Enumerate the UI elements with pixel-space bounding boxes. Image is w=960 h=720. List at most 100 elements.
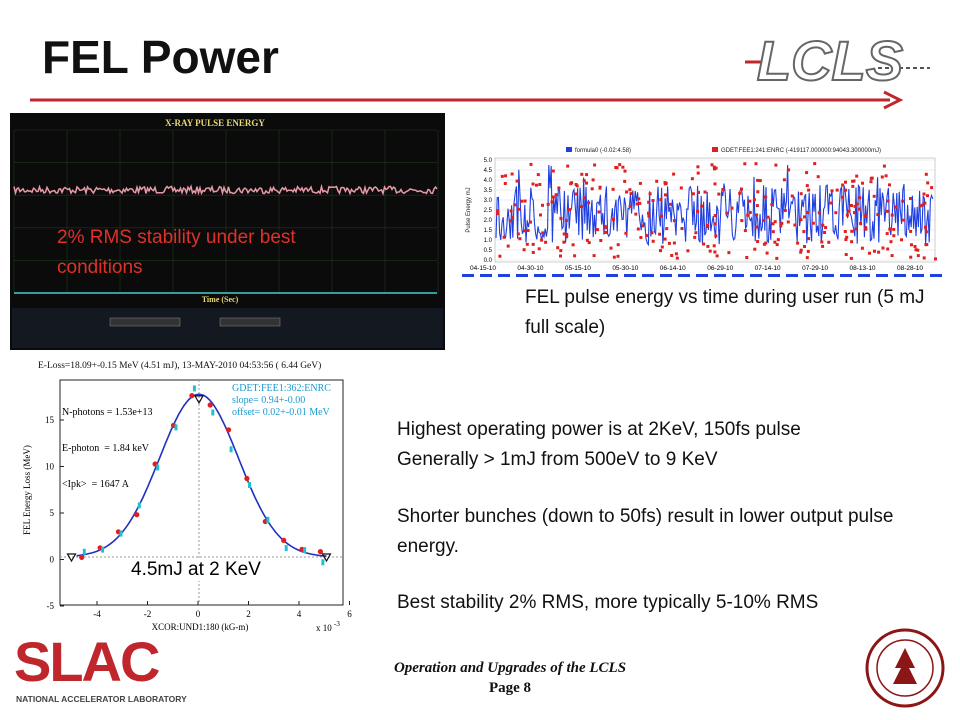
ts-red-point xyxy=(523,199,527,203)
ts-red-point xyxy=(779,224,783,228)
ts-y-tick-label: 5.0 xyxy=(484,158,493,164)
ts-red-point xyxy=(830,189,834,193)
ts-red-point xyxy=(849,256,853,260)
ts-red-point xyxy=(924,172,928,176)
scan-point xyxy=(281,537,287,544)
ts-red-point xyxy=(850,229,854,233)
ts-y-label: Pulse Energy mJ xyxy=(466,187,472,232)
ts-red-point xyxy=(623,179,627,183)
ts-red-point xyxy=(616,243,620,247)
ts-red-point xyxy=(498,254,502,258)
scan-point-alt xyxy=(119,530,123,537)
ts-red-point xyxy=(748,199,752,203)
footer-line: Operation and Upgrades of the LCLS xyxy=(393,660,627,676)
ts-blue-strip xyxy=(660,274,672,277)
ts-red-point xyxy=(860,246,864,250)
ts-red-point xyxy=(886,199,890,203)
ts-red-point xyxy=(520,199,524,203)
ts-red-point xyxy=(693,235,697,239)
ts-red-point xyxy=(923,201,927,205)
ts-red-point xyxy=(771,230,775,234)
ts-red-point xyxy=(609,246,613,250)
ts-blue-strip xyxy=(498,274,510,277)
ts-red-point xyxy=(902,218,906,222)
ts-blue-strip xyxy=(804,274,816,277)
ts-red-point xyxy=(811,221,815,225)
scan-point xyxy=(134,512,140,518)
ts-red-point xyxy=(667,241,671,245)
scope-trace xyxy=(13,183,438,196)
ts-red-point xyxy=(892,227,896,231)
ts-red-point xyxy=(740,219,744,223)
ts-red-point xyxy=(714,166,718,170)
ts-red-point xyxy=(916,248,920,252)
ts-blue-strip xyxy=(678,274,690,277)
ts-red-point xyxy=(748,211,752,214)
ts-red-point xyxy=(571,243,575,247)
ts-red-point xyxy=(616,254,620,258)
ts-red-point xyxy=(877,250,881,254)
ts-red-point xyxy=(529,220,532,224)
ts-red-point xyxy=(579,205,583,209)
body-group: Highest operating power is at 2KeV, 150f… xyxy=(397,415,917,475)
scan-point-alt xyxy=(248,482,251,488)
ts-blue-strip xyxy=(840,274,852,277)
ts-red-point xyxy=(764,195,768,199)
ts-red-point xyxy=(894,205,898,209)
ts-red-point xyxy=(821,244,825,248)
ts-red-point xyxy=(670,254,674,257)
ts-red-point xyxy=(636,227,640,231)
ts-red-point xyxy=(713,214,717,218)
ts-blue-strip xyxy=(534,274,546,277)
ts-blue-strip xyxy=(876,274,888,277)
ts-red-point xyxy=(805,256,809,260)
ts-red-point xyxy=(580,172,584,176)
ts-red-point xyxy=(557,186,561,190)
scan-point-alt xyxy=(321,559,325,566)
ts-red-point xyxy=(621,165,625,169)
scan-point-alt xyxy=(174,424,178,431)
ts-red-point xyxy=(841,195,844,199)
ts-red-point xyxy=(886,247,890,251)
ts-red-point xyxy=(624,231,628,235)
ts-red-point xyxy=(541,231,545,235)
ts-caption: FEL pulse energy vs time during user run… xyxy=(525,287,925,338)
ts-red-point xyxy=(556,246,560,250)
ts-red-point xyxy=(924,230,928,234)
ts-red-point xyxy=(717,192,721,196)
ts-red-point xyxy=(690,177,694,181)
scope-grid xyxy=(13,129,439,294)
ts-red-point xyxy=(637,197,641,201)
ts-red-point xyxy=(844,180,847,184)
ts-red-point xyxy=(730,206,734,210)
ts-red-point xyxy=(668,202,672,206)
ts-red-point xyxy=(813,162,817,166)
scan-y-tick-label: 10 xyxy=(45,462,55,472)
ts-red-point xyxy=(755,204,759,208)
ts-red-point xyxy=(597,210,601,214)
ts-x-tick-label: 07-14-10 xyxy=(755,265,781,272)
ts-red-point xyxy=(844,188,848,192)
ts-y-tick-label: 4.0 xyxy=(484,178,493,184)
ts-red-point xyxy=(835,188,839,192)
ts-red-point xyxy=(592,254,596,258)
ts-red-point xyxy=(680,227,684,230)
scan-y-tick-label: 0 xyxy=(50,555,55,565)
ts-blue-trace xyxy=(495,164,934,247)
ts-blue-strip xyxy=(750,274,762,277)
ts-red-point xyxy=(596,228,600,232)
scan-point xyxy=(244,475,250,482)
ts-red-point xyxy=(663,237,667,241)
ts-red-point xyxy=(660,245,664,249)
ts-red-point xyxy=(663,181,667,185)
ts-red-point xyxy=(604,230,607,234)
ts-red-point xyxy=(713,182,717,186)
ts-red-point xyxy=(796,241,800,245)
ts-blue-strip xyxy=(588,274,600,277)
ts-red-point xyxy=(544,240,548,244)
ts-red-point xyxy=(803,245,806,248)
ts-blue-strip xyxy=(858,274,870,277)
ts-red-point xyxy=(817,211,821,215)
ts-red-point xyxy=(824,226,828,229)
lab-name: NATIONAL ACCELERATOR LABORATORY xyxy=(16,694,187,704)
